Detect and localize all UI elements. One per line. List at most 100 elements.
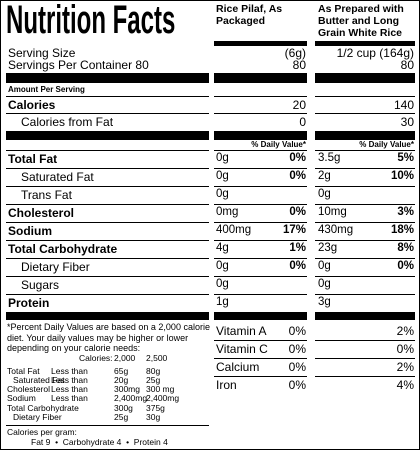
nutrient-amount: 23g (318, 242, 338, 255)
footnote-cell: 300g (114, 402, 133, 413)
rule (6, 222, 209, 223)
footnote-row-label: Cholesterol (7, 384, 50, 395)
footnote-row-label: Total Fat (7, 365, 40, 376)
footnote-cell: 25g (114, 411, 129, 422)
header-rule (315, 41, 415, 46)
footnote-cell: 25g (146, 374, 161, 385)
nutrient-daily-value: 0% (289, 206, 306, 219)
rule (214, 204, 307, 205)
rule (6, 96, 209, 97)
rule (315, 240, 415, 241)
nutrient-daily-value: 0% (289, 170, 306, 183)
servings: 80 (292, 58, 306, 72)
rule (214, 376, 307, 377)
rule (214, 294, 307, 295)
vitamin-label: Iron (216, 378, 237, 392)
nutrient-label: Dietary Fiber (21, 260, 90, 274)
footnote-row-label: Dietary Fiber (13, 411, 62, 422)
rule (214, 168, 307, 169)
nutrient-amount: 430mg (318, 224, 354, 237)
rule (315, 96, 415, 97)
rule (214, 358, 307, 359)
rule (214, 276, 307, 277)
footnote-cell: Less than (51, 365, 88, 376)
nutrient-amount: 0g (216, 278, 229, 291)
rule (315, 276, 415, 277)
nutrient-amount: 400mg (216, 224, 252, 237)
rule (315, 204, 415, 205)
calories-per-gram: Fat 9 • Carbohydrate 4 • Protein 4 (31, 436, 168, 447)
vitamin-value: 2% (396, 360, 414, 374)
rule (315, 168, 415, 169)
servings: 80 (400, 58, 414, 72)
nutrient-amount: 2g (318, 170, 331, 183)
nutrient-daily-value: 17% (282, 224, 306, 237)
rule (214, 96, 307, 97)
daily-value-header: % Daily Value* (359, 140, 414, 149)
calories-per-gram-label: Calories per gram: (7, 426, 77, 437)
footnote-cell: 2,400mg (146, 393, 180, 404)
rule (315, 340, 415, 341)
nutrient-amount: 0g (216, 152, 229, 165)
calories-from-fat-value: 30 (400, 115, 414, 129)
serving-size: (6g) (284, 46, 306, 60)
rule (6, 425, 209, 426)
serving-size-label: Serving Size (8, 46, 76, 60)
vitamin-value: 2% (396, 324, 414, 338)
rule (315, 294, 415, 295)
nutrient-label: Sodium (8, 224, 52, 238)
nutrient-daily-value: 0% (397, 260, 414, 273)
rule (6, 258, 209, 259)
footnote-cell: 375g (146, 402, 165, 413)
nutrient-daily-value: 18% (390, 224, 414, 237)
nutrient-amount: 0g (216, 260, 229, 273)
vitamin-value: 0% (288, 378, 306, 392)
nutrient-label: Protein (8, 296, 50, 310)
rule (6, 168, 209, 169)
calories-from-fat-value: 0 (299, 115, 306, 129)
rule (214, 240, 307, 241)
thick-rule (6, 73, 209, 83)
nutrient-label: Saturated Fat (21, 170, 94, 184)
nutrient-amount: 10mg (318, 206, 347, 219)
nutrient-amount: 0g (216, 170, 229, 183)
nutrient-amount: 1g (216, 296, 229, 309)
header-rule (214, 41, 307, 46)
thick-rule (214, 131, 307, 140)
vitamin-label: Vitamin C (216, 342, 268, 356)
rule (6, 113, 209, 114)
nutrient-daily-value: 10% (390, 170, 414, 183)
nutrient-daily-value: 3% (397, 206, 414, 219)
nutrient-amount: 0g (216, 188, 229, 201)
rule (6, 186, 209, 187)
nutrient-label: Trans Fat (21, 188, 72, 202)
thick-rule (214, 312, 307, 320)
footnote-cell: 300mg (114, 384, 140, 395)
rule (6, 294, 209, 295)
nutrient-amount: 0mg (216, 206, 239, 219)
thick-rule (214, 73, 307, 83)
footnote-cell: Less than (51, 393, 88, 404)
vitamin-value: 0% (396, 342, 414, 356)
nutrient-daily-value: 0% (289, 260, 306, 273)
vitamin-label: Calcium (216, 360, 260, 374)
column-header: Rice Pilaf, As Packaged (216, 3, 283, 27)
vitamin-value: 4% (396, 378, 414, 392)
rule (315, 258, 415, 259)
nutrient-daily-value: 8% (397, 242, 414, 255)
rule (6, 150, 209, 151)
rule (6, 204, 209, 205)
vitamin-label: Vitamin A (216, 324, 267, 338)
rule (315, 358, 415, 359)
calories-value: 140 (393, 98, 414, 112)
thick-rule (315, 312, 415, 320)
footnote-row-label: Saturated Fat (13, 374, 65, 385)
nutrient-amount: 0g (318, 188, 331, 201)
thick-rule (6, 131, 209, 140)
nutrient-daily-value: 5% (397, 152, 414, 165)
thick-rule (315, 131, 415, 140)
footnote-header: 2,500 (146, 352, 168, 363)
footnote-cell: 2,400mg (114, 393, 148, 404)
rule (6, 240, 209, 241)
footnote-cell: 30g (146, 411, 161, 422)
